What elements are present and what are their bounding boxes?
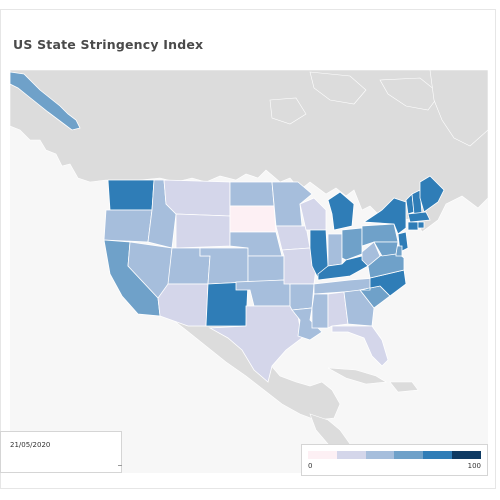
land-arctic-islands: [269, 71, 441, 125]
state-OR[interactable]: [103, 209, 153, 243]
state-NC[interactable]: [359, 269, 407, 297]
state-AL[interactable]: [327, 291, 349, 329]
state-MA[interactable]: [407, 211, 431, 223]
state-MD[interactable]: [373, 241, 399, 257]
state-WI[interactable]: [299, 197, 327, 231]
legend-swatch: [394, 451, 424, 459]
state-AR[interactable]: [289, 283, 315, 311]
map-title: US State Stringency Index: [13, 37, 204, 52]
legend-max-label: 100: [467, 462, 481, 470]
state-AK[interactable]: [10, 71, 81, 131]
state-WV[interactable]: [361, 241, 381, 267]
legend-swatch: [423, 451, 453, 459]
state-CT[interactable]: [407, 221, 419, 231]
state-MI[interactable]: [327, 191, 355, 231]
date-label: 21/05/2020: [10, 441, 51, 449]
legend-swatch: [452, 451, 481, 459]
state-WY[interactable]: [175, 213, 231, 249]
choropleth-map[interactable]: [10, 70, 488, 473]
state-OH[interactable]: [341, 227, 363, 261]
land-greenland: [429, 70, 488, 147]
state-WA[interactable]: [107, 179, 155, 211]
legend-min-label: 0: [308, 462, 313, 470]
state-IA[interactable]: [275, 225, 311, 251]
state-SD[interactable]: [229, 205, 277, 233]
legend-swatch: [308, 451, 337, 459]
map-svg[interactable]: [10, 70, 488, 473]
legend-color-bar: [308, 451, 481, 459]
land-hispaniola: [389, 381, 419, 393]
state-MS[interactable]: [311, 293, 329, 329]
state-KS[interactable]: [247, 255, 285, 283]
color-legend: 0 100: [301, 444, 488, 476]
state-MT[interactable]: [163, 179, 231, 217]
date-panel: 21/05/2020: [0, 431, 122, 473]
state-ND[interactable]: [229, 181, 275, 207]
state-IN[interactable]: [327, 233, 343, 267]
state-FL[interactable]: [331, 325, 389, 367]
state-RI[interactable]: [417, 221, 425, 229]
state-ME[interactable]: [419, 175, 445, 213]
land-cuba: [327, 367, 387, 385]
date-slider-tick: [118, 465, 122, 466]
legend-swatch: [365, 451, 395, 459]
state-NY[interactable]: [362, 197, 407, 235]
legend-swatch: [336, 451, 366, 459]
